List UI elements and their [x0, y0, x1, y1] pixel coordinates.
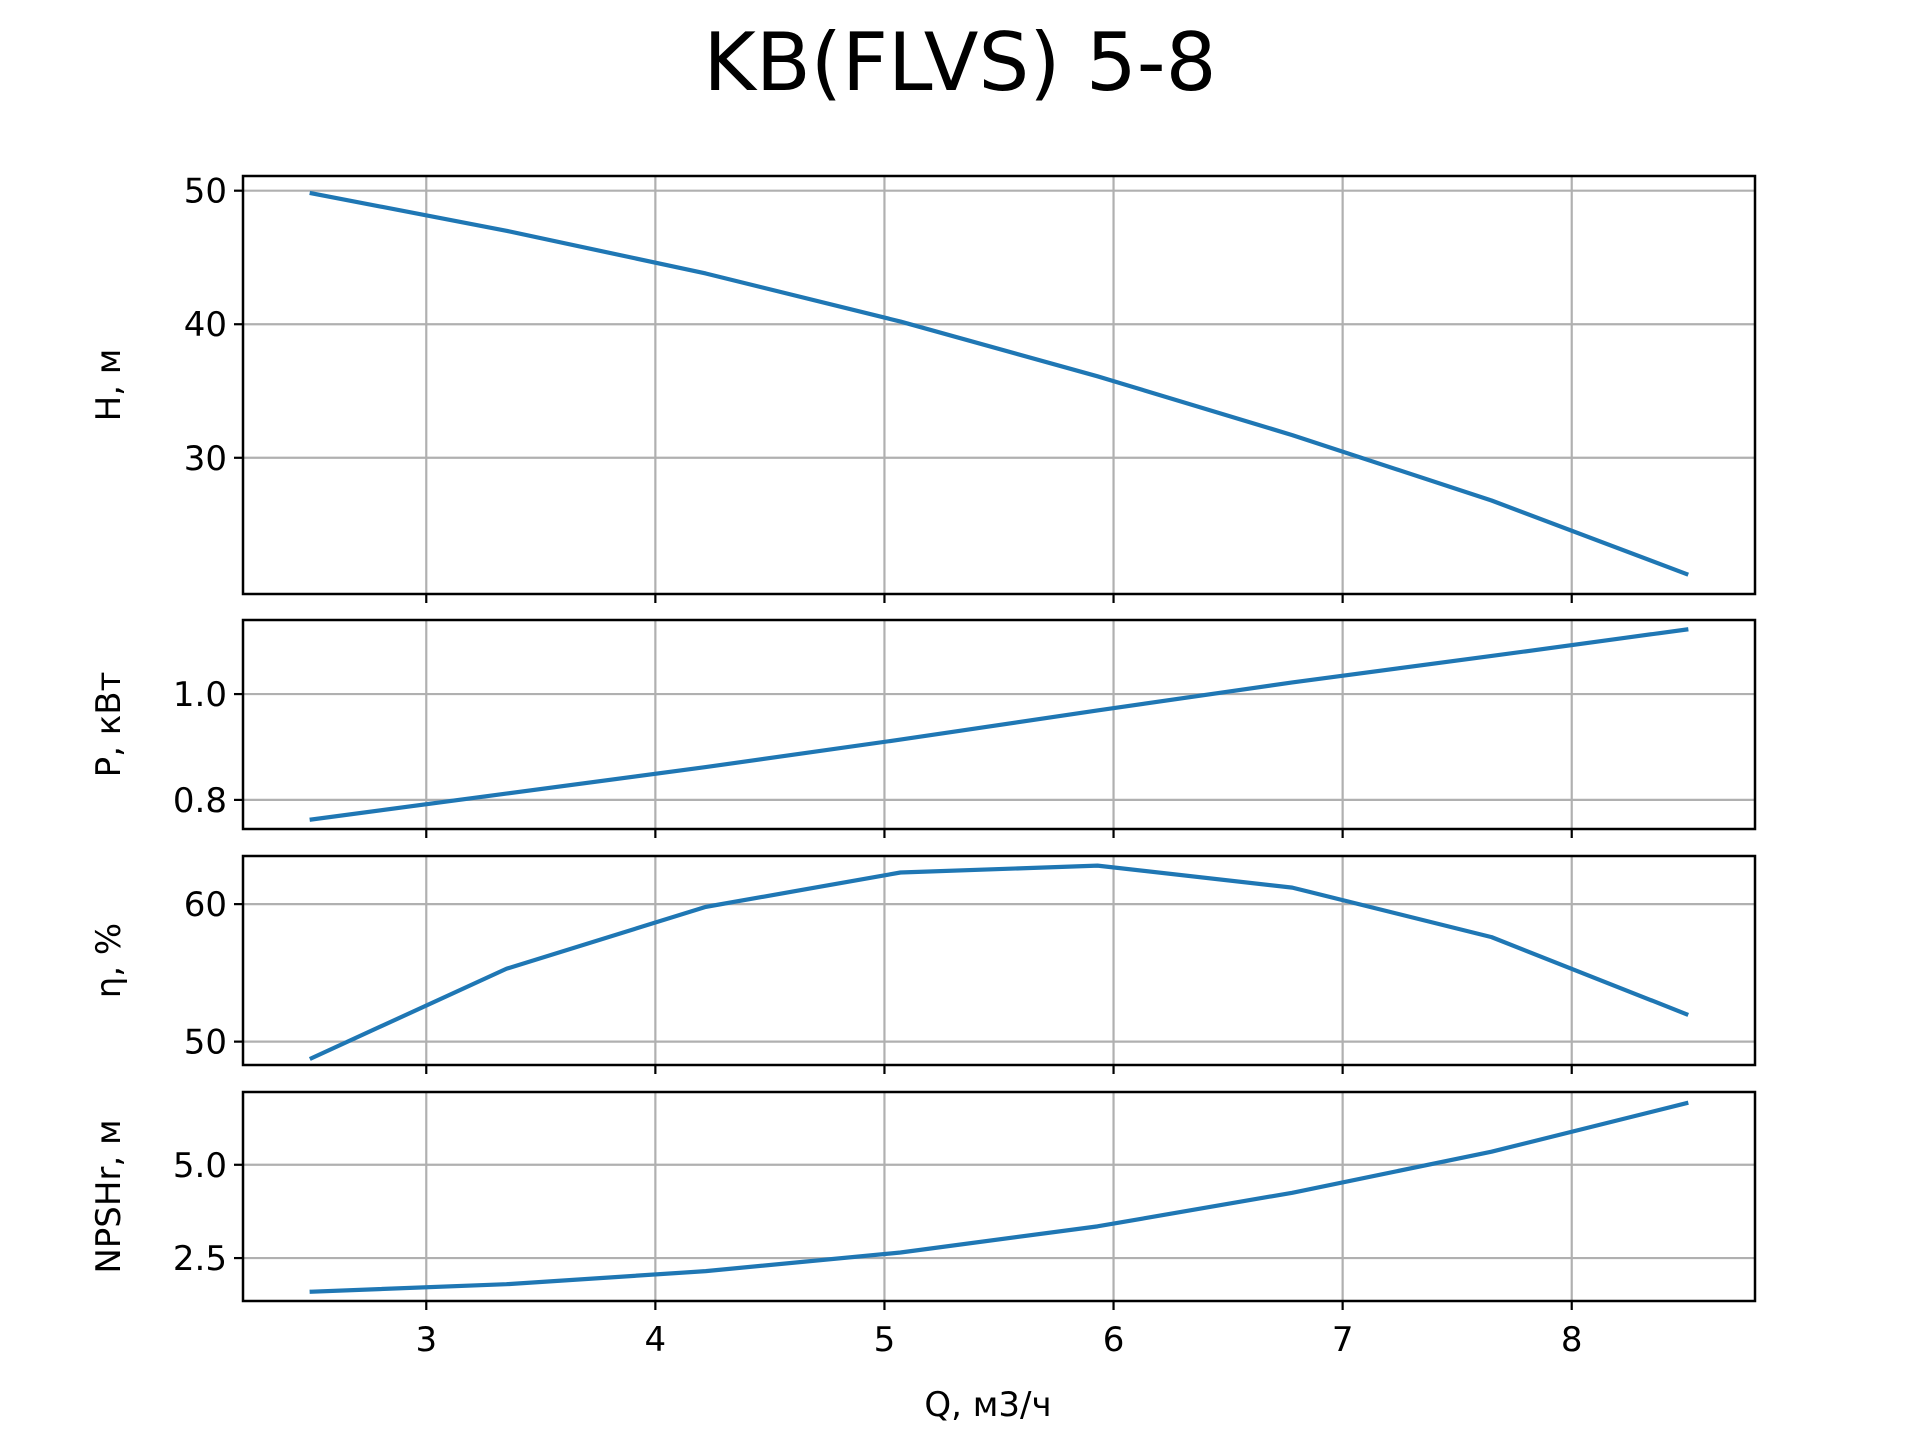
y-axis-label-npshr: NPSHr, м: [89, 1119, 129, 1273]
subplot-efficiency: 50 60 η, %: [89, 854, 1757, 1074]
series-line-head: [309, 190, 1689, 577]
subplot-head: 30 40 50 H, м: [89, 172, 1757, 603]
x-tick-label: 3: [415, 1320, 437, 1360]
y-tick-label: 50: [184, 1023, 227, 1063]
x-axis-label: Q, м3/ч: [924, 1385, 1051, 1425]
x-tick-label: 5: [874, 1320, 896, 1360]
axes-frame-efficiency: [241, 854, 1757, 1067]
y-axis-label-head: H, м: [89, 349, 129, 422]
subplot-power: 0.8 1.0 P, кВт: [89, 618, 1757, 838]
y-tick-label: 40: [184, 305, 227, 345]
y-axis-label-efficiency: η, %: [89, 923, 129, 998]
subplot-npshr: 2.5 5.0 NPSHr, м: [89, 1090, 1757, 1310]
x-axis-ticks: 3 4 5 6 7 8: [415, 1320, 1582, 1360]
y-tick-label: 30: [184, 439, 227, 479]
subplot-panels: 30 40 50 H, м 0.8 1.0 P, кВт 50 60 η, % 2.5 5.0 NPSH…: [89, 172, 1757, 1310]
x-tick-label: 4: [645, 1320, 667, 1360]
y-tick-label: 5.0: [173, 1146, 227, 1186]
series-line-efficiency: [308, 863, 1689, 1061]
y-tick-label: 50: [184, 172, 227, 212]
series-line-power: [309, 627, 1689, 822]
axes-frame-power: [241, 618, 1757, 831]
axes-frame-head: [241, 174, 1757, 596]
x-tick-label: 7: [1332, 1320, 1354, 1360]
x-tick-label: 8: [1561, 1320, 1583, 1360]
series-line-npshr: [309, 1100, 1689, 1294]
y-tick-label: 0.8: [173, 781, 227, 821]
x-tick-label: 6: [1103, 1320, 1125, 1360]
y-tick-label: 2.5: [173, 1239, 227, 1279]
chart-title: KB(FLVS) 5-8: [703, 16, 1216, 109]
y-axis-label-power: P, кВт: [89, 672, 129, 778]
axes-frame-npshr: [241, 1090, 1757, 1303]
y-tick-label: 60: [184, 885, 227, 925]
y-tick-label: 1.0: [173, 675, 227, 715]
